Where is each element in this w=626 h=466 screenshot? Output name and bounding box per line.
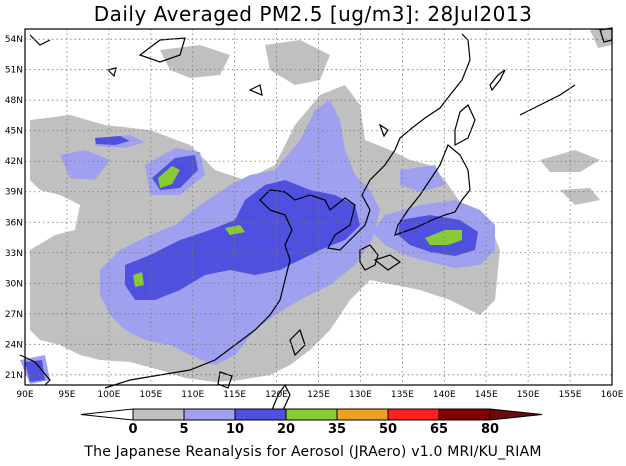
colorbar-label: 80 <box>481 422 499 437</box>
colorbar-bin <box>285 408 338 421</box>
coastline-layer <box>19 27 613 411</box>
colorbar-max-triangle <box>489 408 543 421</box>
colorbar: 0 5 10 20 35 50 65 80 <box>80 408 543 437</box>
latitude-labels: 54N 51N 48N 45N 42N 39N 36N 33N 30N 27N 24N 21N <box>5 35 23 381</box>
lon-tick-label: 125E <box>307 390 330 400</box>
lon-tick-label: 135E <box>391 390 414 400</box>
lon-tick-label: 105E <box>139 390 162 400</box>
lon-tick-label: 140E <box>433 390 456 400</box>
graticule <box>25 29 612 385</box>
colorbar-label: 20 <box>277 422 295 437</box>
lat-tick-label: 36N <box>5 218 23 228</box>
colorbar-bin <box>132 408 185 421</box>
colorbar-label: 50 <box>379 422 397 437</box>
lon-tick-label: 115E <box>223 390 246 400</box>
colorbar-bin <box>438 408 491 421</box>
footer-credit: The Japanese Reanalysis for Aerosol (JRA… <box>84 444 542 460</box>
colorbar-label: 10 <box>226 422 244 437</box>
colorbar-bin <box>234 408 287 421</box>
lon-tick-label: 120E <box>265 390 288 400</box>
lon-tick-label: 95E <box>58 390 75 400</box>
map-title: Daily Averaged PM2.5 [ug/m3]: 28Jul2013 <box>93 2 533 26</box>
lat-tick-label: 24N <box>5 340 23 350</box>
lat-tick-label: 48N <box>5 96 23 106</box>
lat-tick-label: 54N <box>5 35 23 45</box>
colorbar-label: 65 <box>430 422 448 437</box>
colorbar-label: 35 <box>328 422 346 437</box>
field-20-35 <box>25 136 478 382</box>
lon-tick-label: 90E <box>16 390 33 400</box>
lat-tick-label: 42N <box>5 157 23 167</box>
lon-tick-label: 130E <box>349 390 372 400</box>
colorbar-label: 0 <box>128 422 137 437</box>
lon-tick-label: 100E <box>97 390 120 400</box>
lon-tick-label: 155E <box>559 390 582 400</box>
lat-tick-label: 30N <box>5 279 23 289</box>
lat-tick-label: 27N <box>5 310 23 320</box>
lon-tick-label: 145E <box>475 390 498 400</box>
field-35-50 <box>133 166 462 287</box>
lat-tick-label: 21N <box>5 371 23 381</box>
colorbar-bin <box>336 408 389 421</box>
lat-tick-label: 45N <box>5 127 23 137</box>
colorbar-min-triangle <box>80 408 134 421</box>
lat-tick-label: 33N <box>5 249 23 259</box>
lon-tick-label: 160E <box>601 390 624 400</box>
colorbar-bin <box>387 408 440 421</box>
colorbar-label: 5 <box>179 422 188 437</box>
lat-tick-label: 39N <box>5 188 23 198</box>
longitude-labels: 90E 95E 100E 105E 110E 115E 120E 125E 130E 135E 14… <box>16 390 623 400</box>
map-frame <box>24 28 613 386</box>
lon-tick-label: 110E <box>181 390 204 400</box>
lat-tick-label: 51N <box>5 66 23 76</box>
lon-tick-label: 150E <box>517 390 540 400</box>
colorbar-bin <box>183 408 236 421</box>
